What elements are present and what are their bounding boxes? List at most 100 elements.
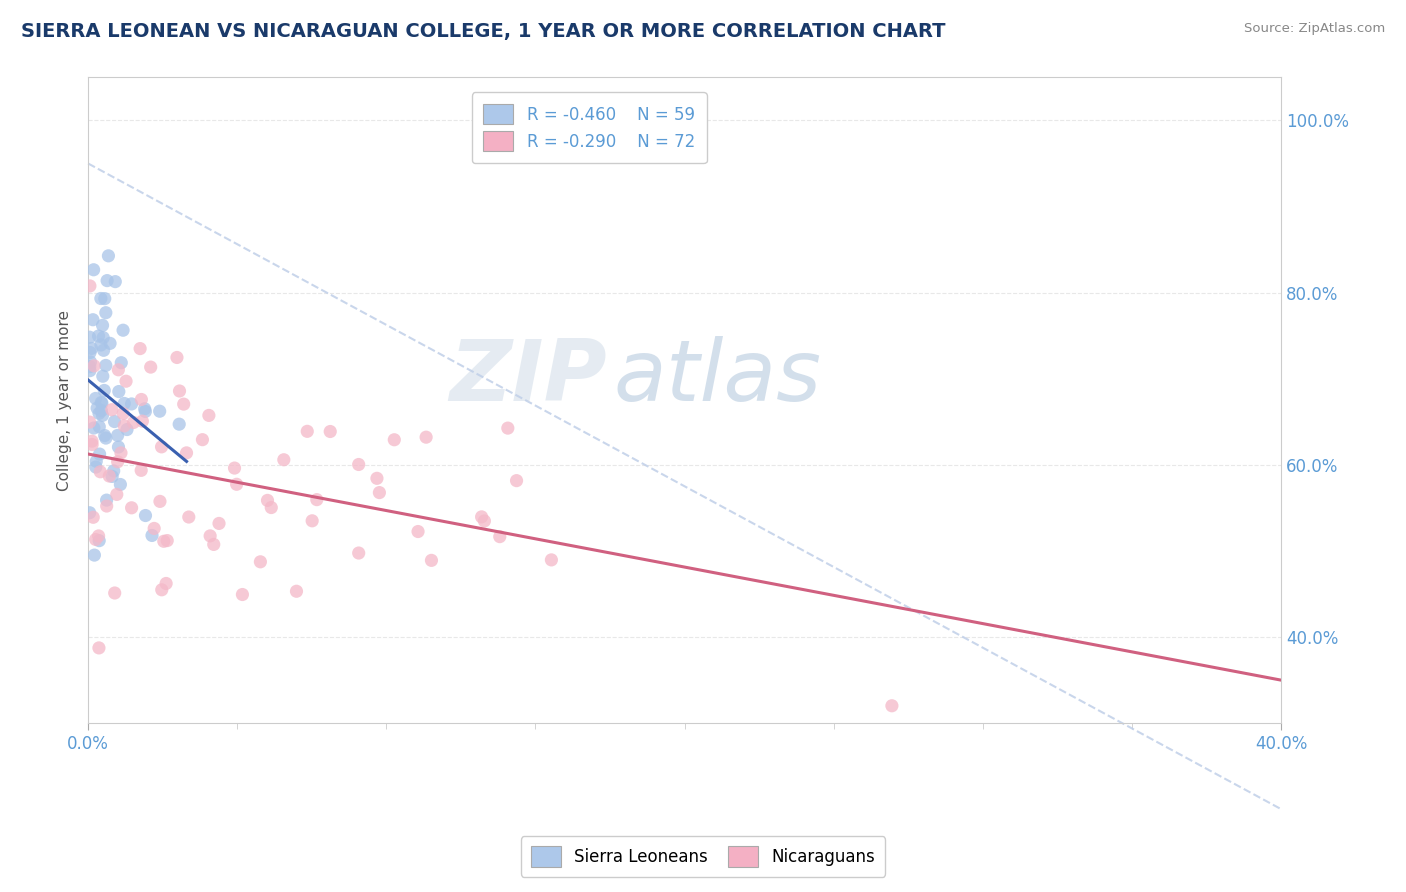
Point <box>96 499 118 513</box>
Point <box>89 419 111 434</box>
Point <box>420 553 443 567</box>
Point <box>87 329 110 343</box>
Point <box>285 584 308 599</box>
Point <box>82 312 104 326</box>
Point <box>301 514 323 528</box>
Text: atlas: atlas <box>613 336 821 419</box>
Point <box>93 292 115 306</box>
Point <box>191 433 214 447</box>
Point <box>152 534 174 549</box>
Legend: R = -0.460    N = 59, R = -0.290    N = 72: R = -0.460 N = 59, R = -0.290 N = 72 <box>471 92 707 163</box>
Point <box>143 521 166 535</box>
Legend: Sierra Leoneans, Nicaraguans: Sierra Leoneans, Nicaraguans <box>520 836 886 877</box>
Point <box>98 469 121 483</box>
Point <box>166 351 188 365</box>
Point <box>97 249 120 263</box>
Point <box>87 406 110 420</box>
Point <box>104 586 127 600</box>
Point <box>79 345 101 359</box>
Point <box>79 330 101 344</box>
Point <box>129 463 152 477</box>
Point <box>112 396 135 410</box>
Point <box>225 477 247 491</box>
Point <box>121 397 143 411</box>
Point <box>93 343 115 358</box>
Point <box>198 409 221 423</box>
Point <box>208 516 231 531</box>
Point <box>110 477 132 491</box>
Point <box>249 555 271 569</box>
Point <box>96 493 118 508</box>
Point <box>347 458 370 472</box>
Point <box>84 454 107 468</box>
Point <box>155 576 177 591</box>
Point <box>134 404 156 418</box>
Text: ZIP: ZIP <box>450 336 607 419</box>
Point <box>134 508 156 523</box>
Point <box>224 461 246 475</box>
Point <box>107 455 129 469</box>
Point <box>84 460 107 475</box>
Point <box>149 494 172 508</box>
Point <box>84 533 107 547</box>
Point <box>80 342 103 356</box>
Point <box>94 431 117 445</box>
Point <box>82 510 104 524</box>
Point <box>173 397 195 411</box>
Point <box>98 336 121 351</box>
Point <box>91 318 114 333</box>
Point <box>90 292 112 306</box>
Point <box>305 492 328 507</box>
Point <box>176 446 198 460</box>
Point <box>231 588 253 602</box>
Point <box>415 430 437 444</box>
Point <box>108 384 131 399</box>
Point <box>149 404 172 418</box>
Point <box>256 493 278 508</box>
Point <box>84 392 107 406</box>
Point <box>101 469 124 483</box>
Point <box>177 510 200 524</box>
Point <box>96 274 118 288</box>
Point <box>112 407 135 421</box>
Point <box>297 425 319 439</box>
Point <box>131 392 153 407</box>
Point <box>83 262 105 277</box>
Point <box>101 402 124 417</box>
Point <box>496 421 519 435</box>
Point <box>150 440 173 454</box>
Point <box>105 487 128 501</box>
Point <box>540 553 562 567</box>
Point <box>80 434 103 449</box>
Point <box>79 359 101 374</box>
Text: SIERRA LEONEAN VS NICARAGUAN COLLEGE, 1 YEAR OR MORE CORRELATION CHART: SIERRA LEONEAN VS NICARAGUAN COLLEGE, 1 … <box>21 22 946 41</box>
Point <box>91 330 114 344</box>
Point <box>94 306 117 320</box>
Text: Source: ZipAtlas.com: Source: ZipAtlas.com <box>1244 22 1385 36</box>
Point <box>319 425 342 439</box>
Point <box>103 415 125 429</box>
Point <box>347 546 370 560</box>
Point <box>90 403 112 417</box>
Point <box>82 437 104 451</box>
Point <box>156 533 179 548</box>
Point <box>107 363 129 377</box>
Point <box>91 369 114 384</box>
Point <box>115 423 138 437</box>
Point <box>89 533 111 548</box>
Point <box>112 323 135 337</box>
Point <box>129 342 152 356</box>
Point <box>880 698 903 713</box>
Point <box>198 529 221 543</box>
Point <box>169 384 191 398</box>
Point <box>110 446 132 460</box>
Point <box>131 414 153 428</box>
Point <box>382 433 405 447</box>
Point <box>104 275 127 289</box>
Point <box>150 582 173 597</box>
Point <box>79 355 101 369</box>
Point <box>87 640 110 655</box>
Point <box>103 464 125 478</box>
Point <box>505 474 527 488</box>
Point <box>93 384 115 398</box>
